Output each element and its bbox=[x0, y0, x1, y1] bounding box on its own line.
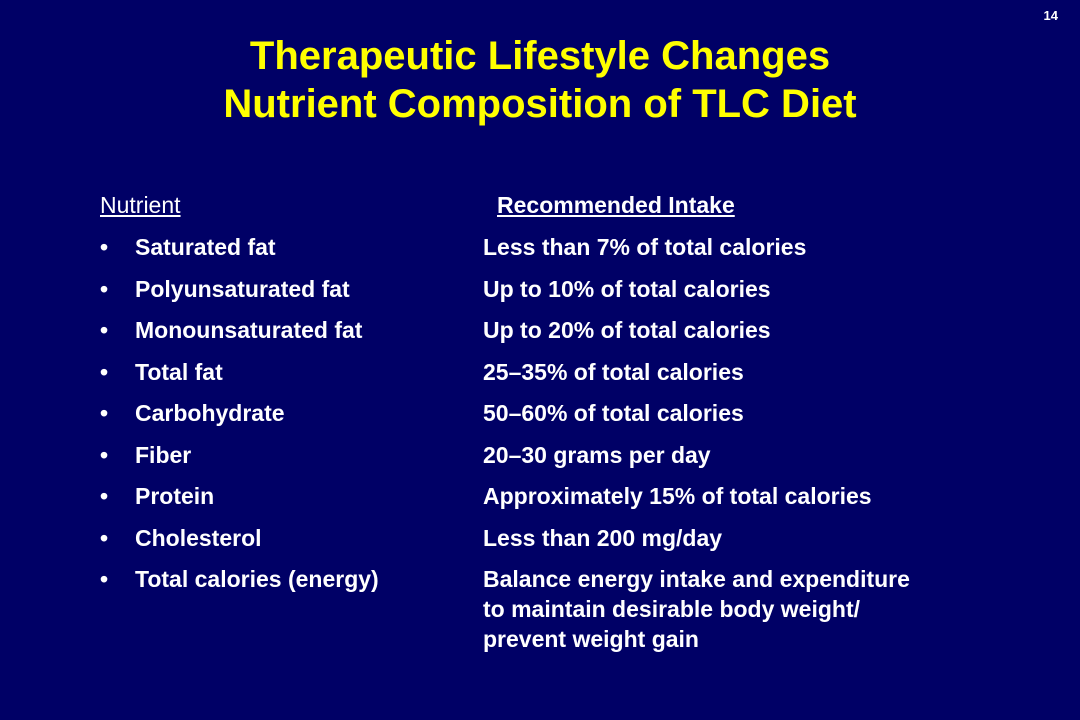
recommended-intake: Up to 10% of total calories bbox=[483, 274, 771, 304]
nutrient-name: Polyunsaturated fat bbox=[135, 275, 350, 302]
bullet-icon: • bbox=[100, 566, 109, 592]
list-item: • Fiber 20–30 grams per day bbox=[100, 440, 1060, 482]
bullet-icon: • bbox=[100, 317, 109, 343]
recommended-intake: Approximately 15% of total calories bbox=[483, 481, 872, 511]
nutrient-name: Saturated fat bbox=[135, 234, 276, 260]
nutrient-name: Monounsaturated fat bbox=[135, 317, 363, 343]
intake-line: Balance energy intake and expenditure bbox=[483, 566, 910, 592]
bullet-icon: • bbox=[100, 275, 109, 302]
recommended-intake: 50–60% of total calories bbox=[483, 398, 744, 428]
list-item: • Protein Approximately 15% of total calor… bbox=[100, 481, 1060, 523]
nutrient-name: Fiber bbox=[135, 441, 192, 468]
slide-number: 14 bbox=[1043, 8, 1058, 23]
recommended-intake: Less than 7% of total calories bbox=[483, 232, 806, 262]
bullet-icon: • bbox=[100, 483, 109, 509]
title-line-2: Nutrient Composition of TLC Diet bbox=[223, 82, 857, 126]
intake-line: to maintain desirable body weight/ bbox=[483, 596, 860, 622]
intake-line: Up to 10% of total calories bbox=[483, 275, 771, 302]
intake-line: Up to 20% of total calories bbox=[483, 317, 771, 343]
list-item: • Cholesterol Less than 200 mg/day bbox=[100, 523, 1060, 565]
header-nutrient: Nutrient bbox=[100, 192, 181, 218]
recommended-intake: Less than 200 mg/day bbox=[483, 523, 722, 553]
bullet-icon: • bbox=[100, 524, 109, 551]
intake-line: 25–35% of total calories bbox=[483, 358, 744, 385]
recommended-intake: 20–30 grams per day bbox=[483, 440, 711, 470]
title-line-1: Therapeutic Lifestyle Changes bbox=[249, 34, 831, 78]
bullet-icon: • bbox=[100, 234, 109, 260]
intake-line: Approximately 15% of total calories bbox=[483, 483, 872, 509]
bullet-icon: • bbox=[100, 358, 109, 385]
nutrient-list: • Saturated fat Less than 7% of total calo… bbox=[100, 232, 1060, 652]
recommended-intake: Up to 20% of total calories bbox=[483, 315, 771, 345]
recommended-intake: Balance energy intake and expenditure to … bbox=[483, 564, 910, 654]
header-recommended-intake: Recommended Intake bbox=[497, 192, 735, 218]
recommended-intake: 25–35% of total calories bbox=[483, 357, 744, 387]
slide-title: Therapeutic Lifestyle Changes Nutrient C… bbox=[0, 32, 1080, 128]
list-item: • Saturated fat Less than 7% of total calo… bbox=[100, 232, 1060, 274]
nutrient-name: Total calories (energy) bbox=[135, 566, 379, 592]
list-item: • Monounsaturated fat Up to 20% of total c… bbox=[100, 315, 1060, 357]
intake-line: 50–60% of total calories bbox=[483, 400, 744, 426]
list-item: • Carbohydrate 50–60% of total calories bbox=[100, 398, 1060, 440]
nutrient-name: Cholesterol bbox=[135, 524, 262, 551]
nutrient-name: Protein bbox=[135, 483, 215, 509]
nutrient-name: Carbohydrate bbox=[135, 400, 285, 426]
list-item: • Total fat 25–35% of total calories bbox=[100, 357, 1060, 399]
intake-line: Less than 200 mg/day bbox=[483, 524, 723, 551]
list-item: • Total calories (energy) Balance energy i… bbox=[100, 564, 1060, 652]
bullet-icon: • bbox=[100, 400, 109, 426]
intake-line: Less than 7% of total calories bbox=[483, 234, 807, 260]
list-item: • Polyunsaturated fat Up to 10% of total c… bbox=[100, 274, 1060, 316]
intake-line: prevent weight gain bbox=[483, 626, 699, 652]
bullet-icon: • bbox=[100, 441, 109, 468]
intake-line: 20–30 grams per day bbox=[483, 441, 711, 468]
nutrient-name: Total fat bbox=[135, 358, 223, 385]
